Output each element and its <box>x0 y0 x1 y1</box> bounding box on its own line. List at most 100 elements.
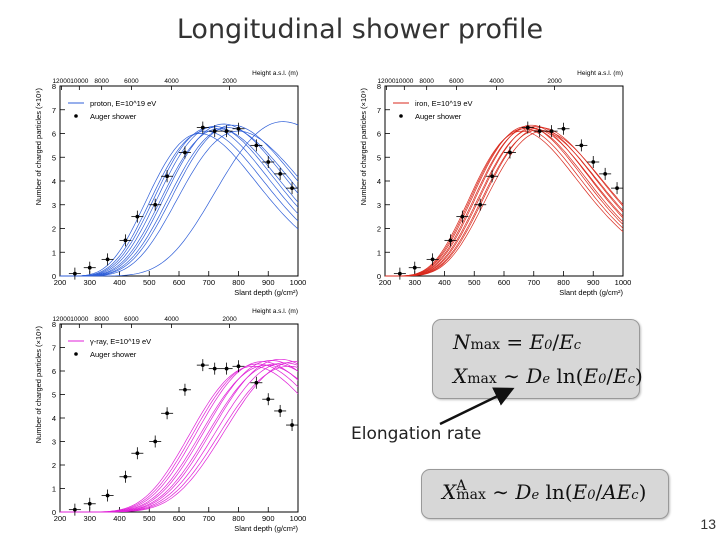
auger-data-point <box>200 363 205 368</box>
auger-data-point <box>87 265 92 270</box>
y-tick-label: 2 <box>52 225 56 234</box>
auger-data-point <box>448 238 453 243</box>
auger-data-point <box>579 143 584 148</box>
iron-profile-chart: 200 300 400 500 600 700 800 900 1000 0 1 2 3 4 5 6 7 8 120… <box>355 66 635 302</box>
x-tick-label: 200 <box>54 514 67 523</box>
top-tick-label: 12000 <box>377 78 395 85</box>
top-tick-label: 8000 <box>94 78 109 85</box>
auger-data-point <box>153 439 158 444</box>
x-tick-label: 700 <box>202 514 215 523</box>
y-tick-label: 1 <box>377 248 381 257</box>
x-axis-label: Slant depth (g/cm²) <box>234 524 298 533</box>
auger-data-point <box>87 501 92 506</box>
auger-data-point <box>72 271 77 276</box>
y-tick-label: 5 <box>377 153 381 162</box>
x-tick-label: 500 <box>143 278 156 287</box>
simulated-shower-curve <box>60 130 299 277</box>
auger-data-point <box>254 143 259 148</box>
slide-title: Longitudinal shower profile <box>176 14 544 45</box>
x-tick-label: 400 <box>113 514 126 523</box>
top-tick-label: 12000 <box>52 78 70 85</box>
top-tick-label: 2000 <box>547 78 562 85</box>
top-tick-label: 4000 <box>164 316 179 323</box>
auger-data-point <box>236 364 241 369</box>
auger-data-point <box>525 125 530 130</box>
x-tick-label: 300 <box>408 278 421 287</box>
y-tick-label: 2 <box>377 225 381 234</box>
y-tick-label: 6 <box>52 130 56 139</box>
x-tick-label: 400 <box>113 278 126 287</box>
auger-data-point <box>224 129 229 134</box>
simulated-shower-curve <box>60 363 299 513</box>
x-axis-label: Slant depth (g/cm²) <box>234 288 298 297</box>
simulated-shower-curve <box>385 130 624 277</box>
page-number: 13 <box>700 516 716 532</box>
y-tick-label: 3 <box>377 201 381 210</box>
auger-data-point <box>412 265 417 270</box>
x-tick-label: 600 <box>173 514 186 523</box>
top-tick-label: 12000 <box>52 316 70 323</box>
y-tick-label: 0 <box>52 272 56 281</box>
auger-data-point <box>478 202 483 207</box>
y-tick-label: 6 <box>52 367 56 376</box>
auger-data-point <box>123 474 128 479</box>
auger-data-point <box>72 507 77 512</box>
x-axis-label: Slant depth (g/cm²) <box>559 288 623 297</box>
simulated-shower-curve <box>60 124 299 277</box>
x-tick-label: 900 <box>262 278 275 287</box>
simulated-shower-curve <box>60 365 299 513</box>
top-tick-label: 8000 <box>94 316 109 323</box>
auger-data-point <box>537 129 542 134</box>
auger-data-point <box>123 238 128 243</box>
top-axis-label: Height a.s.l. (m) <box>252 70 298 77</box>
x-tick-label: 1000 <box>290 278 307 287</box>
simulated-shower-curve <box>60 126 299 277</box>
iron-chart-svg: 200 300 400 500 600 700 800 900 1000012345678120… <box>359 70 632 297</box>
x-tick-label: 500 <box>468 278 481 287</box>
x-tick-label: 1000 <box>615 278 632 287</box>
x-tick-label: 800 <box>557 278 570 287</box>
x-tick-label: 800 <box>232 514 245 523</box>
auger-data-point <box>278 171 283 176</box>
simulated-shower-curve <box>385 127 624 277</box>
auger-data-point <box>508 150 512 155</box>
simulated-shower-curve <box>385 126 624 277</box>
auger-data-point <box>490 174 494 179</box>
x-tick-label: 600 <box>498 278 511 287</box>
x-tick-label: 200 <box>379 278 392 287</box>
auger-data-point <box>212 366 217 371</box>
top-tick-label: 4000 <box>164 78 179 85</box>
xmax-a-formula-box: XAmax ∼ De ln(E0/AEc) <box>421 469 669 519</box>
simulated-shower-curve <box>60 127 299 277</box>
nmax-xmax-formula-box: Nmax = E0/Ec Xmax ∼ De ln(E0/Ec) <box>432 319 643 399</box>
elongation-rate-label: Elongation rate <box>351 424 482 444</box>
auger-data-point <box>254 380 259 385</box>
simulated-shower-curve <box>60 362 299 513</box>
y-tick-label: 7 <box>52 344 56 353</box>
y-tick-label: 5 <box>52 153 56 162</box>
y-tick-label: 3 <box>52 438 56 447</box>
top-tick-label: 6000 <box>449 78 464 85</box>
y-tick-label: 4 <box>52 414 56 423</box>
simulated-shower-curve <box>60 123 299 277</box>
x-tick-label: 700 <box>527 278 540 287</box>
y-tick-label: 0 <box>52 508 56 517</box>
simulated-shower-curve <box>60 128 299 277</box>
top-tick-label: 10000 <box>70 316 88 323</box>
legend-auger-label: Auger shower <box>90 350 137 359</box>
x-tick-label: 1000 <box>290 514 307 523</box>
simulated-shower-curve <box>60 133 299 277</box>
auger-data-point <box>212 129 217 134</box>
auger-data-point <box>430 257 435 262</box>
y-tick-label: 8 <box>52 320 56 329</box>
auger-data-point <box>266 397 271 402</box>
simulated-shower-curve <box>60 365 299 513</box>
y-tick-label: 7 <box>377 106 381 115</box>
auger-data-point <box>105 257 110 262</box>
auger-data-point <box>460 214 465 219</box>
top-tick-label: 10000 <box>395 78 413 85</box>
auger-data-point <box>135 214 140 219</box>
xmax-formula: Xmax ∼ De ln(E0/Ec) <box>453 364 643 388</box>
simulated-shower-curve <box>60 121 299 277</box>
y-tick-label: 1 <box>52 485 56 494</box>
